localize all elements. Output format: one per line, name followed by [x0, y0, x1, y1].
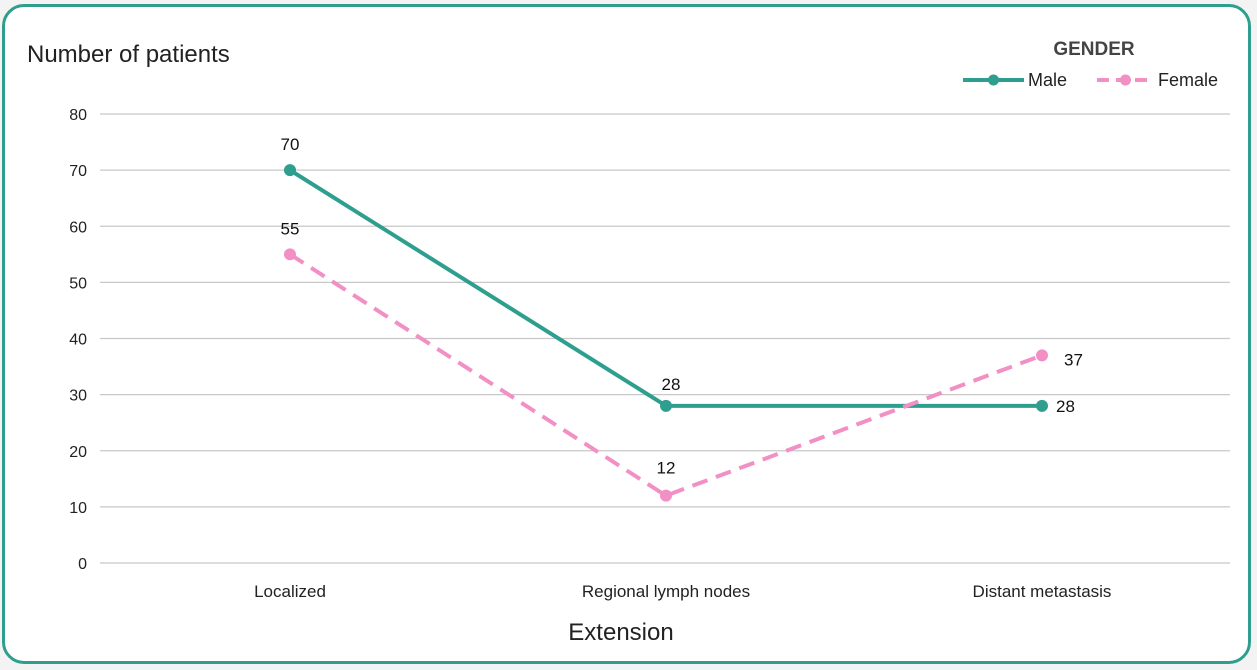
legend-item-female: Female — [1097, 70, 1218, 90]
data-label: 28 — [1056, 397, 1075, 416]
data-label: 12 — [657, 459, 676, 478]
y-tick-label: 40 — [69, 332, 87, 349]
y-tick-label: 10 — [69, 500, 87, 517]
legend-swatch-marker — [988, 74, 999, 86]
data-point — [284, 164, 296, 177]
data-point — [284, 248, 296, 261]
y-tick-label: 0 — [78, 556, 87, 573]
chart-frame: Number of patients Extension GENDER 0 10 2… — [2, 4, 1251, 664]
data-point — [660, 399, 672, 412]
legend-swatch-marker — [1120, 74, 1131, 86]
y-tick-label: 20 — [69, 444, 87, 461]
legend-title: GENDER — [1053, 39, 1135, 60]
x-category-label: Localized — [254, 582, 326, 601]
x-category-label: Distant metastasis — [973, 582, 1112, 601]
y-tick-label: 60 — [69, 219, 87, 236]
legend-item-male: Male — [963, 70, 1067, 90]
series-line-male — [288, 168, 1042, 408]
line-chart: Number of patients Extension GENDER 0 10 2… — [27, 39, 1230, 646]
x-axis-title: Extension — [568, 619, 673, 646]
legend-label: Male — [1028, 70, 1067, 90]
data-label: 55 — [281, 219, 300, 238]
data-label: 37 — [1064, 350, 1083, 369]
series-male: 70 28 28 — [281, 135, 1075, 416]
y-axis-ticks: 0 10 20 30 40 50 60 70 80 — [69, 107, 87, 573]
y-tick-label: 50 — [69, 275, 87, 292]
series-layer: 70 28 28 55 12 37 — [281, 135, 1083, 502]
series-line-female — [288, 252, 1043, 498]
data-point — [1036, 349, 1048, 362]
gridlines — [100, 113, 1230, 564]
x-axis-categories: Localized Regional lymph nodes Distant met… — [254, 582, 1111, 601]
data-label: 28 — [662, 375, 681, 394]
data-point — [1036, 399, 1048, 412]
data-point — [660, 489, 672, 502]
y-tick-label: 70 — [69, 163, 87, 180]
y-tick-label: 30 — [69, 388, 87, 405]
data-label: 70 — [281, 135, 300, 154]
x-category-label: Regional lymph nodes — [582, 582, 750, 601]
legend-label: Female — [1158, 70, 1218, 90]
y-tick-label: 80 — [69, 107, 87, 124]
series-female: 55 12 37 — [281, 219, 1083, 502]
legend: Male Female — [963, 70, 1218, 90]
y-axis-title: Number of patients — [27, 41, 230, 68]
